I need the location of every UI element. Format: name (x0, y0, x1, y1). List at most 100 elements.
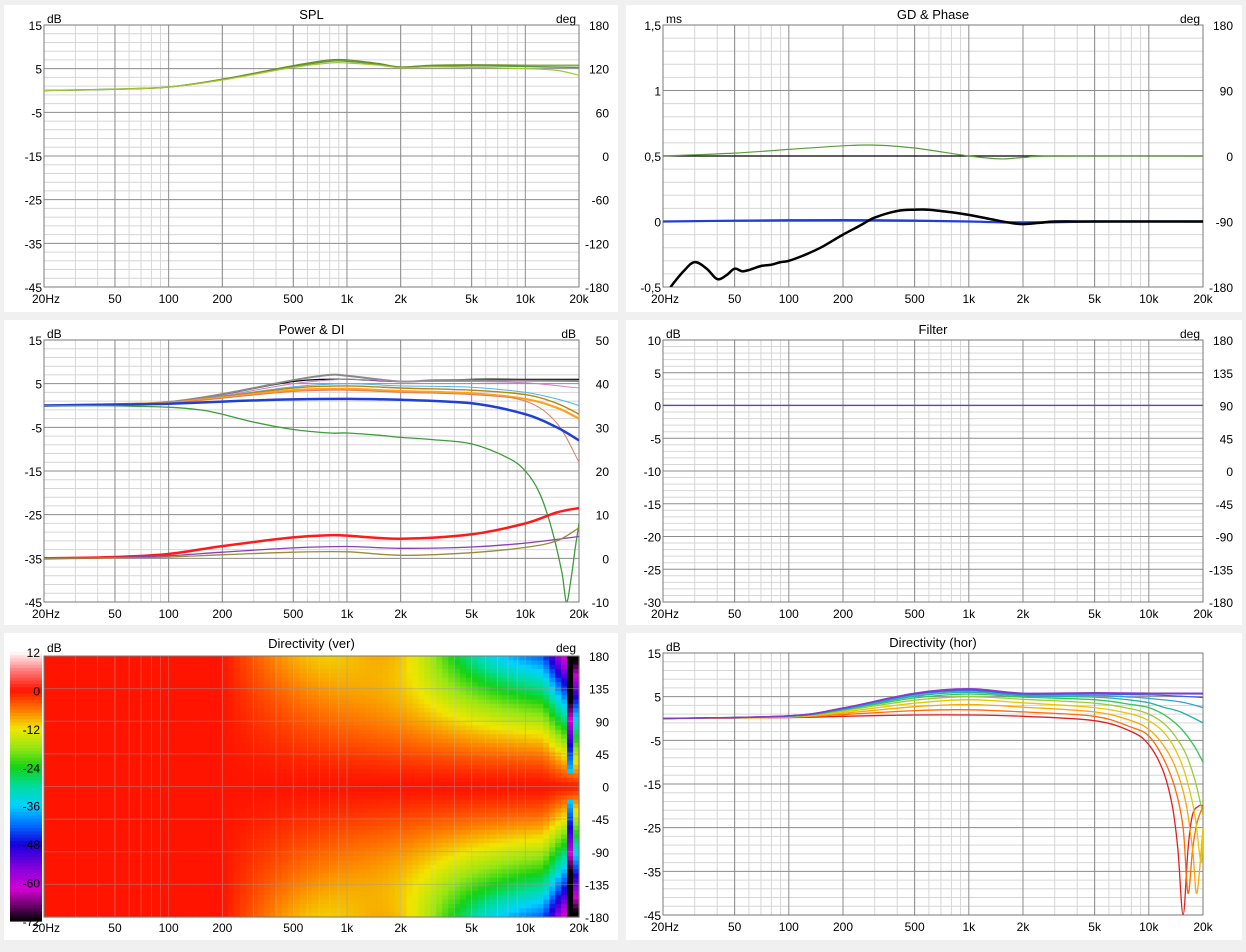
heatmap-cell (412, 769, 420, 775)
heatmap-cell (406, 734, 414, 740)
heatmap-cell (252, 673, 259, 679)
heatmap-cell (151, 677, 158, 683)
heatmap-cell (394, 656, 402, 661)
heatmap-cell (489, 751, 497, 757)
heatmap-cell (145, 769, 152, 775)
heatmap-cell (44, 838, 51, 844)
heatmap-cell (252, 669, 259, 674)
heatmap-cell (430, 729, 437, 735)
heatmap-cell (323, 708, 330, 714)
heatmap-cell (311, 903, 319, 909)
heatmap-cell (495, 682, 503, 688)
heatmap-cell (186, 821, 194, 827)
heatmap-cell (382, 856, 390, 862)
heatmap-cell (180, 669, 188, 674)
heatmap-cell (472, 873, 479, 879)
heatmap-cell (121, 695, 128, 701)
heatmap-cell (174, 686, 182, 692)
heatmap-cell (210, 812, 217, 818)
heatmap-cell (406, 777, 414, 783)
heatmap-cell (246, 838, 253, 844)
heatmap-cell (79, 912, 87, 918)
heatmap-cell (287, 912, 295, 918)
heatmap-cell (252, 834, 259, 840)
heatmap-cell (281, 756, 289, 761)
heatmap-cell (73, 825, 81, 831)
heatmap-cell (139, 712, 146, 718)
spl-series (44, 58, 579, 92)
heatmap-cell (216, 895, 223, 901)
heatmap-cell (287, 764, 295, 770)
heatmap-cell (442, 843, 449, 848)
heatmap-cell (174, 738, 182, 744)
heatmap-cell (359, 790, 366, 796)
heatmap-cell (139, 729, 146, 735)
heatmap-cell (222, 821, 229, 827)
heatmap-cell (365, 751, 372, 757)
heatmap-cell (73, 708, 81, 714)
heatmap-cell (97, 908, 105, 914)
heatmap-cell (376, 686, 384, 692)
heatmap-cell (287, 716, 295, 722)
heatmap-cell (305, 838, 313, 844)
heatmap-cell (204, 912, 212, 918)
heatmap-cell (103, 699, 110, 705)
heatmap-cell (311, 873, 319, 879)
heatmap-cell (460, 882, 467, 888)
heatmap-cell (103, 790, 110, 796)
heatmap-cell (151, 912, 158, 918)
heatmap-cell (133, 682, 140, 688)
heatmap-cell (472, 786, 479, 792)
heatmap-cell (323, 699, 330, 705)
heatmap-cell (97, 830, 105, 835)
heatmap-cell (329, 682, 336, 688)
heatmap-cell (162, 725, 170, 731)
heatmap-cell (376, 699, 384, 705)
heatmap-cell (466, 869, 473, 875)
heatmap-cell (103, 821, 110, 827)
heatmap-cell (412, 682, 420, 688)
heatmap-cell (61, 773, 69, 779)
heatmap-cell (240, 721, 247, 727)
heatmap-cell (168, 877, 176, 883)
heatmap-cell (299, 777, 307, 783)
heatmap-cell (216, 903, 223, 909)
heatmap-cell (85, 838, 93, 844)
x-tick-label: 200 (212, 292, 232, 306)
heatmap-cell (483, 877, 491, 883)
heatmap-cell (204, 860, 212, 866)
heatmap-cell (317, 677, 324, 683)
heatmap-cell (103, 703, 110, 709)
heatmap-cell (287, 895, 295, 901)
heatmap-cell (436, 912, 443, 918)
heatmap-cell (454, 830, 461, 835)
heatmap-cell (311, 864, 319, 870)
heatmap-cell (430, 825, 437, 831)
heatmap-cell (329, 656, 336, 661)
heatmap-cell (228, 812, 235, 818)
heatmap-cell (477, 860, 485, 866)
heatmap-cell (192, 816, 200, 822)
heatmap-cell (192, 908, 200, 914)
heatmap-cell (341, 769, 348, 775)
heatmap-cell (359, 856, 366, 862)
heatmap-cell (133, 856, 140, 862)
y-tick-label: -15 (25, 465, 43, 479)
heatmap-cell (382, 708, 390, 714)
heatmap-cell (85, 725, 93, 731)
heatmap-cell (115, 738, 122, 744)
heatmap-cell (483, 751, 491, 757)
heatmap-cell (127, 869, 134, 875)
heatmap-cell (430, 790, 437, 796)
heatmap-cell (133, 664, 140, 670)
heatmap-cell (44, 751, 51, 757)
heatmap-cell (293, 912, 301, 918)
heatmap-cell (258, 656, 265, 661)
heatmap-cell (454, 773, 461, 779)
heatmap-cell (376, 799, 384, 805)
heatmap-cell (293, 721, 301, 727)
heatmap-cell (139, 695, 146, 701)
heatmap-cell (466, 903, 473, 909)
heatmap-cell (275, 856, 283, 862)
